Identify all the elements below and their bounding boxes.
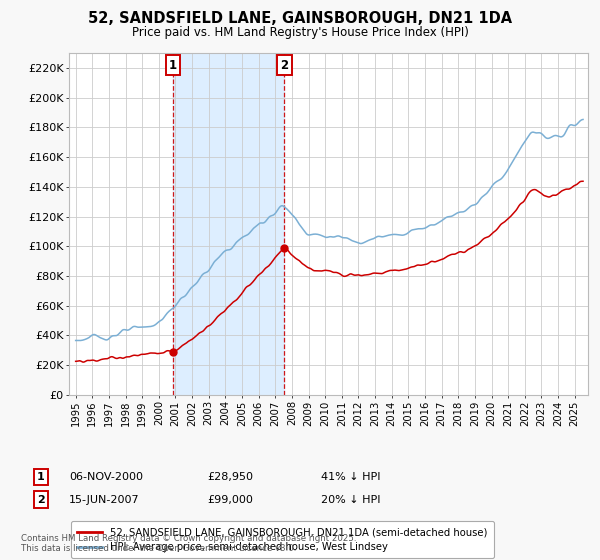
Text: £99,000: £99,000: [207, 494, 253, 505]
Text: 2: 2: [280, 59, 289, 72]
Text: 52, SANDSFIELD LANE, GAINSBOROUGH, DN21 1DA: 52, SANDSFIELD LANE, GAINSBOROUGH, DN21 …: [88, 11, 512, 26]
Bar: [173, 53, 284, 395]
Text: 1: 1: [37, 472, 44, 482]
Text: 06-NOV-2000: 06-NOV-2000: [69, 472, 143, 482]
Text: Price paid vs. HM Land Registry's House Price Index (HPI): Price paid vs. HM Land Registry's House …: [131, 26, 469, 39]
Text: Contains HM Land Registry data © Crown copyright and database right 2025.
This d: Contains HM Land Registry data © Crown c…: [21, 534, 356, 553]
Text: 41% ↓ HPI: 41% ↓ HPI: [321, 472, 380, 482]
Text: 2: 2: [37, 494, 44, 505]
Legend: 52, SANDSFIELD LANE, GAINSBOROUGH, DN21 1DA (semi-detached house), HPI: Average : 52, SANDSFIELD LANE, GAINSBOROUGH, DN21 …: [71, 521, 494, 558]
Text: 1: 1: [169, 59, 177, 72]
Text: 20% ↓ HPI: 20% ↓ HPI: [321, 494, 380, 505]
Text: £28,950: £28,950: [207, 472, 253, 482]
Text: 15-JUN-2007: 15-JUN-2007: [69, 494, 140, 505]
